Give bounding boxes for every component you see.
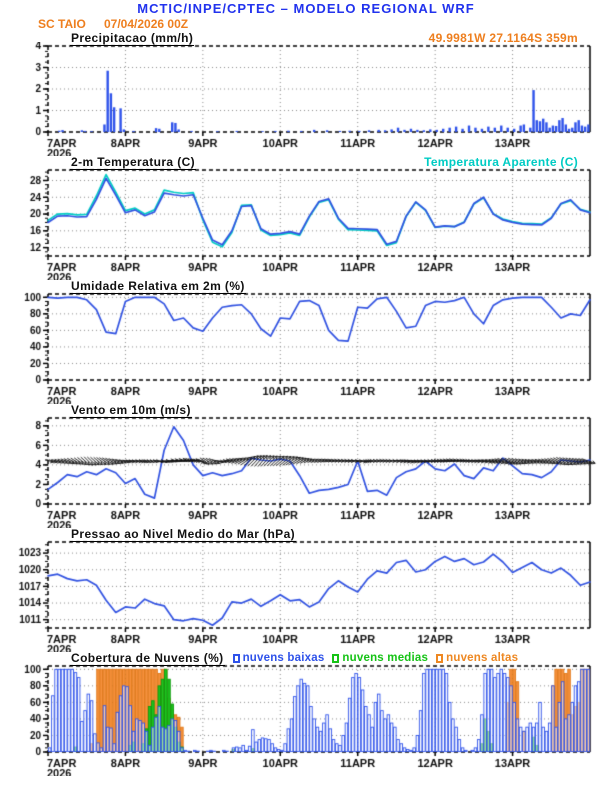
run-datetime: 07/04/2026 00Z (104, 17, 189, 31)
temperature-title: 2-m Temperatura (C) (70, 155, 197, 170)
high-clouds-swatch-icon (436, 654, 444, 663)
panel-wind: Vento em 10m (m/s) (0, 404, 612, 528)
page-title: MCTIC/INPE/CPTEC – MODELO REGIONAL WRF (137, 1, 475, 16)
legend-mid-clouds-label: nuvens medias (342, 652, 429, 664)
legend-high-clouds: nuvens altas (436, 652, 518, 665)
precip-title: Precipitacao (mm/h) (70, 31, 195, 46)
station-label: SC TAIO (38, 17, 86, 31)
location-label: 49.9981W 27.1164S 359m (428, 31, 578, 45)
panel-temperature: 2-m Temperatura (C) Temperatura Aparente… (0, 156, 612, 280)
panel-pressure: Pressao ao Nivel Medio do Mar (hPa) (0, 528, 612, 652)
cloud-cover-title: Cobertura de Nuvens (%) (70, 651, 225, 666)
legend-low-clouds: nuvens baixas (232, 652, 325, 665)
pressure-title: Pressao ao Nivel Medio do Mar (hPa) (70, 527, 297, 542)
panel-cloud-cover: Cobertura de Nuvens (%) nuvens baixas nu… (0, 652, 612, 776)
header-subrow: SC TAIO 07/04/2026 00Z (0, 16, 612, 32)
temperature-plot-canvas (0, 166, 612, 280)
humidity-title: Umidade Relativa em 2m (%) (70, 279, 246, 294)
pressure-plot-canvas (0, 538, 612, 652)
mid-clouds-swatch-icon (332, 654, 340, 663)
legend-low-clouds-label: nuvens baixas (242, 652, 325, 664)
apparent-temperature-label: Temperatura Aparente (C) (424, 155, 578, 169)
legend-high-clouds-label: nuvens altas (446, 652, 519, 664)
panel-precipitation: Precipitacao (mm/h) 49.9981W 27.1164S 35… (0, 32, 612, 156)
panel-humidity: Umidade Relativa em 2m (%) (0, 280, 612, 404)
legend-mid-clouds: nuvens medias (332, 652, 428, 665)
wind-plot-canvas (0, 414, 612, 528)
humidity-plot-canvas (0, 290, 612, 404)
precip-plot-canvas (0, 42, 612, 156)
low-clouds-swatch-icon (232, 654, 240, 663)
cloud-cover-plot-canvas (0, 662, 612, 776)
wind-title: Vento em 10m (m/s) (70, 403, 192, 418)
